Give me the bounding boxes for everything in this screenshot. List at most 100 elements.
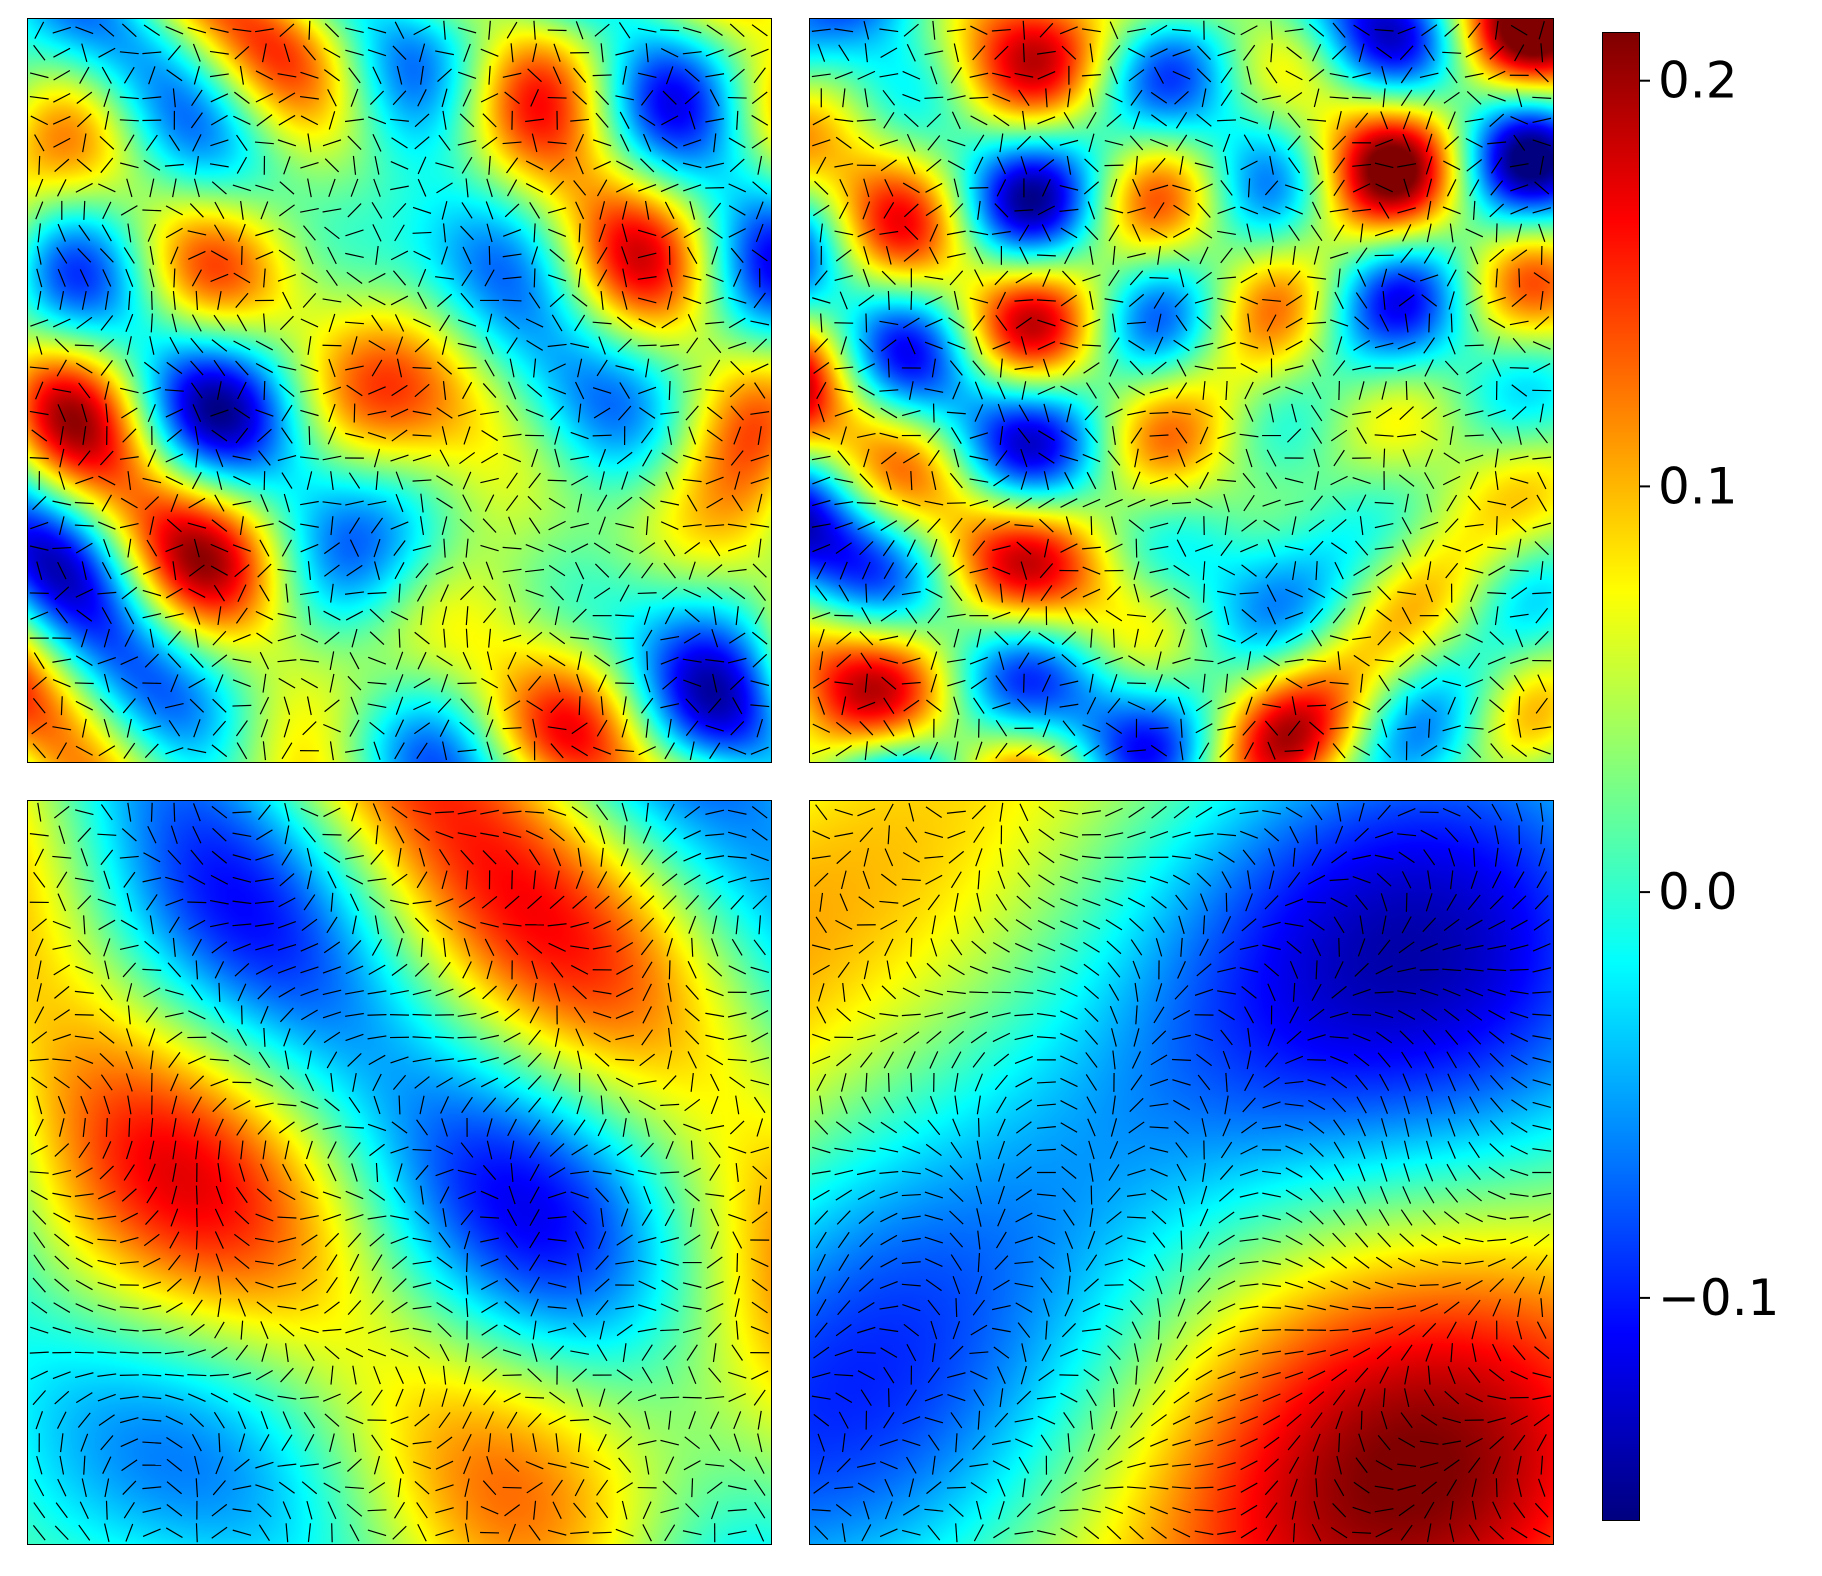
director-segment [1240, 543, 1259, 553]
director-segment [374, 915, 380, 935]
director-segment [1352, 1327, 1371, 1333]
director-segment [417, 89, 427, 107]
director-segment [1173, 587, 1190, 599]
director-segment [1540, 1455, 1544, 1475]
director-segment [1199, 246, 1209, 265]
director-segment [1358, 802, 1365, 822]
director-segment [1240, 25, 1258, 36]
director-segment [880, 451, 897, 465]
director-segment [1397, 833, 1417, 837]
director-segment [664, 803, 675, 821]
director-segment [857, 363, 875, 373]
director-segment [1495, 223, 1498, 243]
director-segment [1487, 656, 1506, 665]
director-segment [1284, 1124, 1304, 1131]
director-segment [1352, 163, 1372, 167]
director-segment [149, 628, 155, 648]
director-segment [976, 1208, 982, 1227]
director-segment [637, 1394, 657, 1402]
director-segment [856, 1462, 876, 1468]
director-segment [706, 1481, 723, 1494]
director-segment [279, 23, 295, 38]
director-segment [1262, 1214, 1281, 1221]
director-segment [972, 540, 986, 556]
director-segment [931, 1343, 936, 1363]
director-segment [1084, 225, 1099, 241]
director-segment [1442, 988, 1461, 997]
director-segment [858, 896, 875, 909]
director-segment [480, 48, 499, 57]
director-segment [641, 1029, 654, 1046]
director-segment [1104, 832, 1124, 838]
director-segment [54, 1255, 70, 1270]
director-segment [1309, 1187, 1324, 1203]
director-segment [857, 228, 876, 238]
director-segment [102, 269, 112, 287]
director-segment [570, 636, 590, 640]
director-segment [235, 360, 249, 376]
director-segment [1468, 1524, 1480, 1542]
director-segment [1175, 894, 1188, 911]
director-segment [1310, 224, 1323, 242]
director-segment [465, 1275, 469, 1295]
director-segment [1127, 1169, 1146, 1176]
director-segment [38, 155, 41, 175]
director-segment [80, 848, 89, 867]
director-segment [369, 1143, 385, 1157]
director-segment [1421, 1234, 1438, 1246]
director-segment [660, 29, 680, 32]
director-segment [352, 1365, 357, 1385]
director-segment [346, 271, 363, 284]
director-segment [1510, 657, 1529, 665]
director-segment [1015, 1099, 1033, 1111]
director-segment [1360, 673, 1364, 693]
director-segment [327, 871, 337, 889]
director-segment [572, 608, 587, 623]
director-segment [1358, 381, 1365, 400]
director-segment [685, 1030, 700, 1045]
director-segment [976, 1095, 981, 1115]
director-segment [171, 1185, 178, 1205]
director-segment [732, 1231, 743, 1249]
director-segment [813, 1346, 830, 1359]
director-segment [554, 1027, 560, 1047]
director-segment [683, 588, 702, 598]
director-segment [36, 1095, 43, 1115]
director-segment [1112, 1095, 1116, 1115]
director-segment [637, 276, 657, 280]
director-segment [999, 802, 1004, 822]
director-segment [728, 965, 747, 975]
director-segment [1128, 1279, 1145, 1292]
director-segment [1038, 1256, 1055, 1269]
director-segment [1420, 942, 1439, 952]
director-segment [367, 500, 387, 506]
director-segment [902, 1416, 921, 1425]
director-segment [57, 893, 67, 912]
director-segment [901, 1261, 921, 1264]
director-segment [1509, 1216, 1529, 1219]
director-segment [1426, 200, 1432, 220]
director-segment [880, 339, 897, 352]
director-segment [417, 291, 427, 310]
director-segment [1149, 545, 1169, 551]
director-segment [547, 1327, 567, 1334]
director-segment [1288, 224, 1300, 242]
director-segment [812, 611, 831, 620]
director-segment [1240, 362, 1258, 374]
director-segment [101, 561, 112, 580]
director-segment [1220, 540, 1233, 557]
director-segment [79, 269, 89, 287]
director-segment [684, 806, 701, 819]
director-segment [857, 808, 876, 817]
director-segment [856, 432, 876, 439]
director-segment [1149, 138, 1169, 147]
director-segment [1352, 1506, 1371, 1514]
director-segment [903, 113, 919, 128]
director-segment [1448, 1523, 1455, 1543]
director-segment [954, 741, 959, 761]
director-segment [215, 1185, 224, 1205]
director-segment [394, 314, 405, 332]
director-segment [927, 1434, 940, 1451]
director-segment [300, 1215, 319, 1220]
director-segment [326, 916, 338, 934]
